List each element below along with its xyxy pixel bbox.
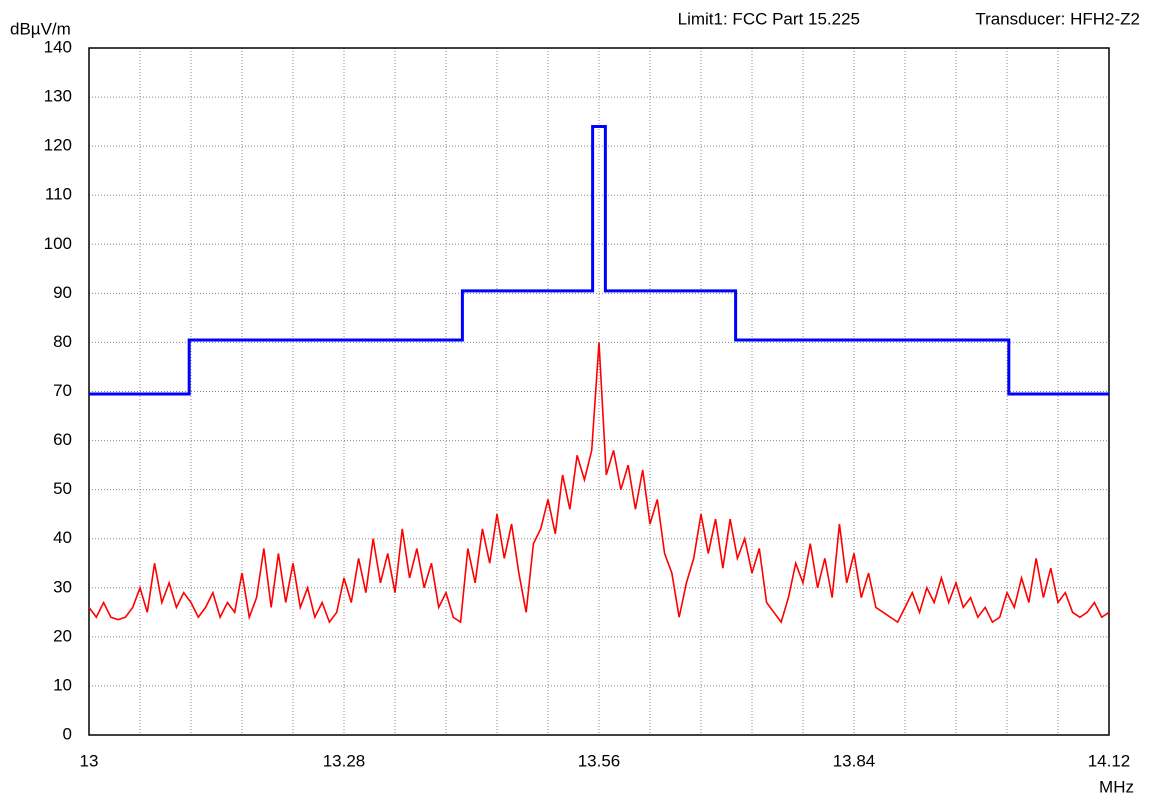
x-axis-label: MHz: [1099, 777, 1134, 796]
x-tick-label: 13.28: [323, 751, 366, 770]
x-tick-label: 14.12: [1088, 751, 1131, 770]
y-tick-label: 110: [45, 185, 72, 204]
x-tick-label: 13.56: [578, 751, 621, 770]
y-tick-label: 40: [53, 528, 72, 547]
y-tick-label: 90: [53, 283, 72, 302]
series-line: [89, 125, 1109, 396]
y-tick-label: 0: [63, 724, 72, 743]
y-tick-label: 50: [53, 479, 72, 498]
y-tick-label: 10: [53, 675, 72, 694]
plot-frame: [88, 47, 1110, 736]
y-tick-label: 60: [53, 430, 72, 449]
y-tick-label: 80: [53, 332, 72, 351]
y-tick-label: 30: [53, 577, 72, 596]
limit-annotation: Limit1: FCC Part 15.225: [678, 9, 860, 28]
series-line: [88, 342, 1110, 624]
y-tick-label: 70: [53, 381, 72, 400]
y-tick-label: 140: [44, 37, 72, 56]
y-tick-label: 100: [44, 234, 72, 253]
y-tick-label: 20: [53, 626, 72, 645]
y-tick-label: 120: [44, 136, 72, 155]
transducer-annotation: Transducer: HFH2-Z2: [975, 9, 1140, 28]
y-tick-label: 130: [44, 87, 72, 106]
y-axis-label: dBµV/m: [10, 19, 71, 38]
x-tick-label: 13.84: [833, 751, 876, 770]
x-tick-label: 13: [80, 751, 99, 770]
